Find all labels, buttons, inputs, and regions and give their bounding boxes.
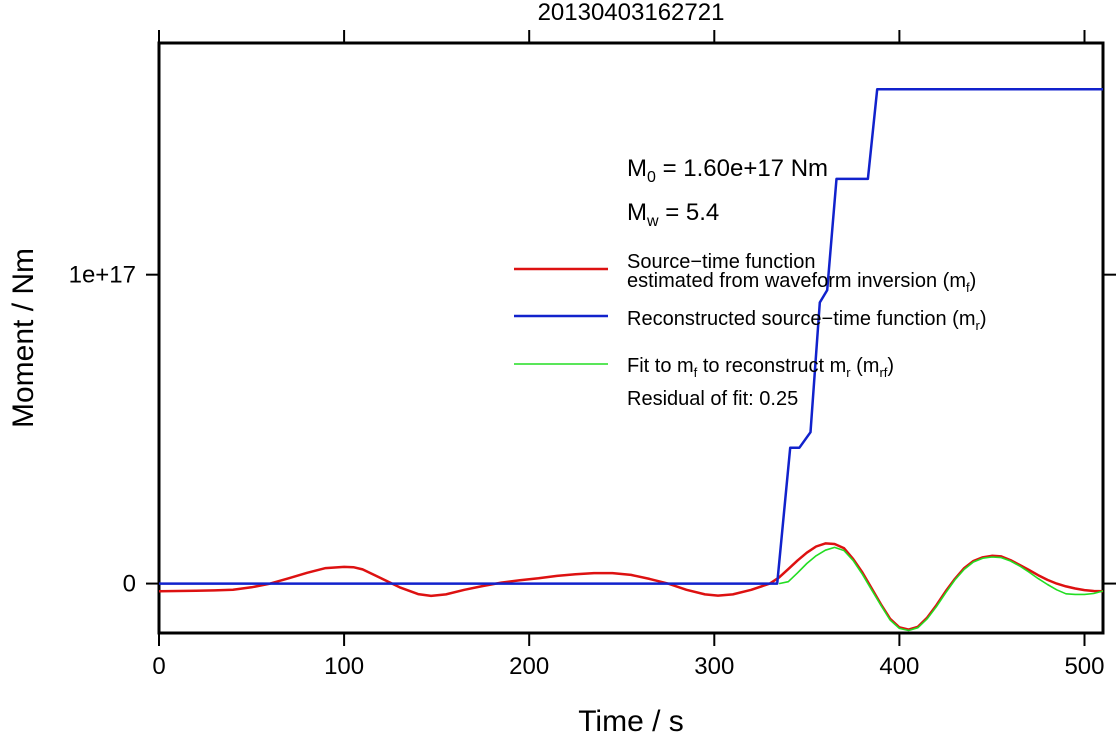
x-tick-label: 500	[1064, 653, 1104, 680]
plot-area: 0 100 200 300 400 500 0 1e+17	[69, 30, 1116, 680]
m0-value: = 1.60e+17 Nm	[656, 155, 828, 182]
y-axis-label: Moment / Nm	[7, 248, 40, 428]
legend-mrf-p6: )	[887, 355, 894, 377]
x-tick-label: 0	[152, 653, 165, 680]
x-tick-label: 300	[694, 653, 734, 680]
legend-mf-line1: Source−time function	[627, 251, 815, 273]
m0-subscript: 0	[647, 169, 656, 186]
plot-frame	[157, 41, 1105, 635]
y-tick-label: 0	[123, 571, 136, 598]
legend-mrf-p4: (m	[851, 355, 880, 377]
legend-mf-line2: estimated from waveform inversion (mf)	[627, 270, 976, 295]
annotation-m0: M0 = 1.60e+17 Nm	[627, 155, 828, 186]
legend: Source−time function estimated from wave…	[514, 251, 987, 410]
legend-mr-close: )	[980, 308, 987, 330]
mw-symbol: M	[627, 199, 647, 226]
chart-title: 20130403162721	[538, 0, 725, 26]
residual-label: Residual of fit: 0.25	[627, 388, 798, 410]
legend-mf-line2-sub: f	[966, 280, 970, 295]
legend-mrf-p3: r	[846, 365, 851, 380]
svg-text:Mw = 5.4: Mw = 5.4	[627, 199, 719, 230]
axis-layer: 0 100 200 300 400 500 0 1e+17	[69, 30, 1116, 680]
mw-subscript: w	[646, 213, 659, 230]
mw-value: = 5.4	[659, 199, 720, 226]
m0-symbol: M	[627, 155, 647, 182]
legend-mrf-p1: f	[694, 365, 698, 380]
x-tick-label: 200	[509, 653, 549, 680]
series-line-mrf	[778, 546, 1104, 632]
legend-mf-line2-text: estimated from waveform inversion (m	[627, 270, 966, 292]
legend-mrf-label: Fit to mf to reconstruct mr (mrf)	[627, 355, 894, 380]
y-tick-label: 1e+17	[69, 262, 136, 289]
series-layer	[158, 88, 1104, 632]
legend-mrf-p5: rf	[879, 365, 887, 380]
x-axis-label: Time / s	[578, 705, 684, 734]
legend-mrf-p2: to reconstruct m	[697, 355, 846, 377]
legend-mr-sub: r	[976, 318, 981, 333]
legend-mr-text: Reconstructed source−time function (m	[627, 308, 976, 330]
annotation-mw: Mw = 5.4	[627, 199, 719, 230]
svg-text:M0 = 1.60e+17 Nm: M0 = 1.60e+17 Nm	[627, 155, 828, 186]
legend-mf-line2-close: )	[970, 270, 977, 292]
series-line-mr	[159, 88, 1103, 585]
legend-mrf-p0: Fit to m	[627, 355, 694, 377]
legend-mr-label: Reconstructed source−time function (mr)	[627, 308, 987, 333]
x-tick-label: 100	[324, 653, 364, 680]
series-line-mf	[158, 542, 1104, 631]
x-tick-label: 400	[879, 653, 919, 680]
